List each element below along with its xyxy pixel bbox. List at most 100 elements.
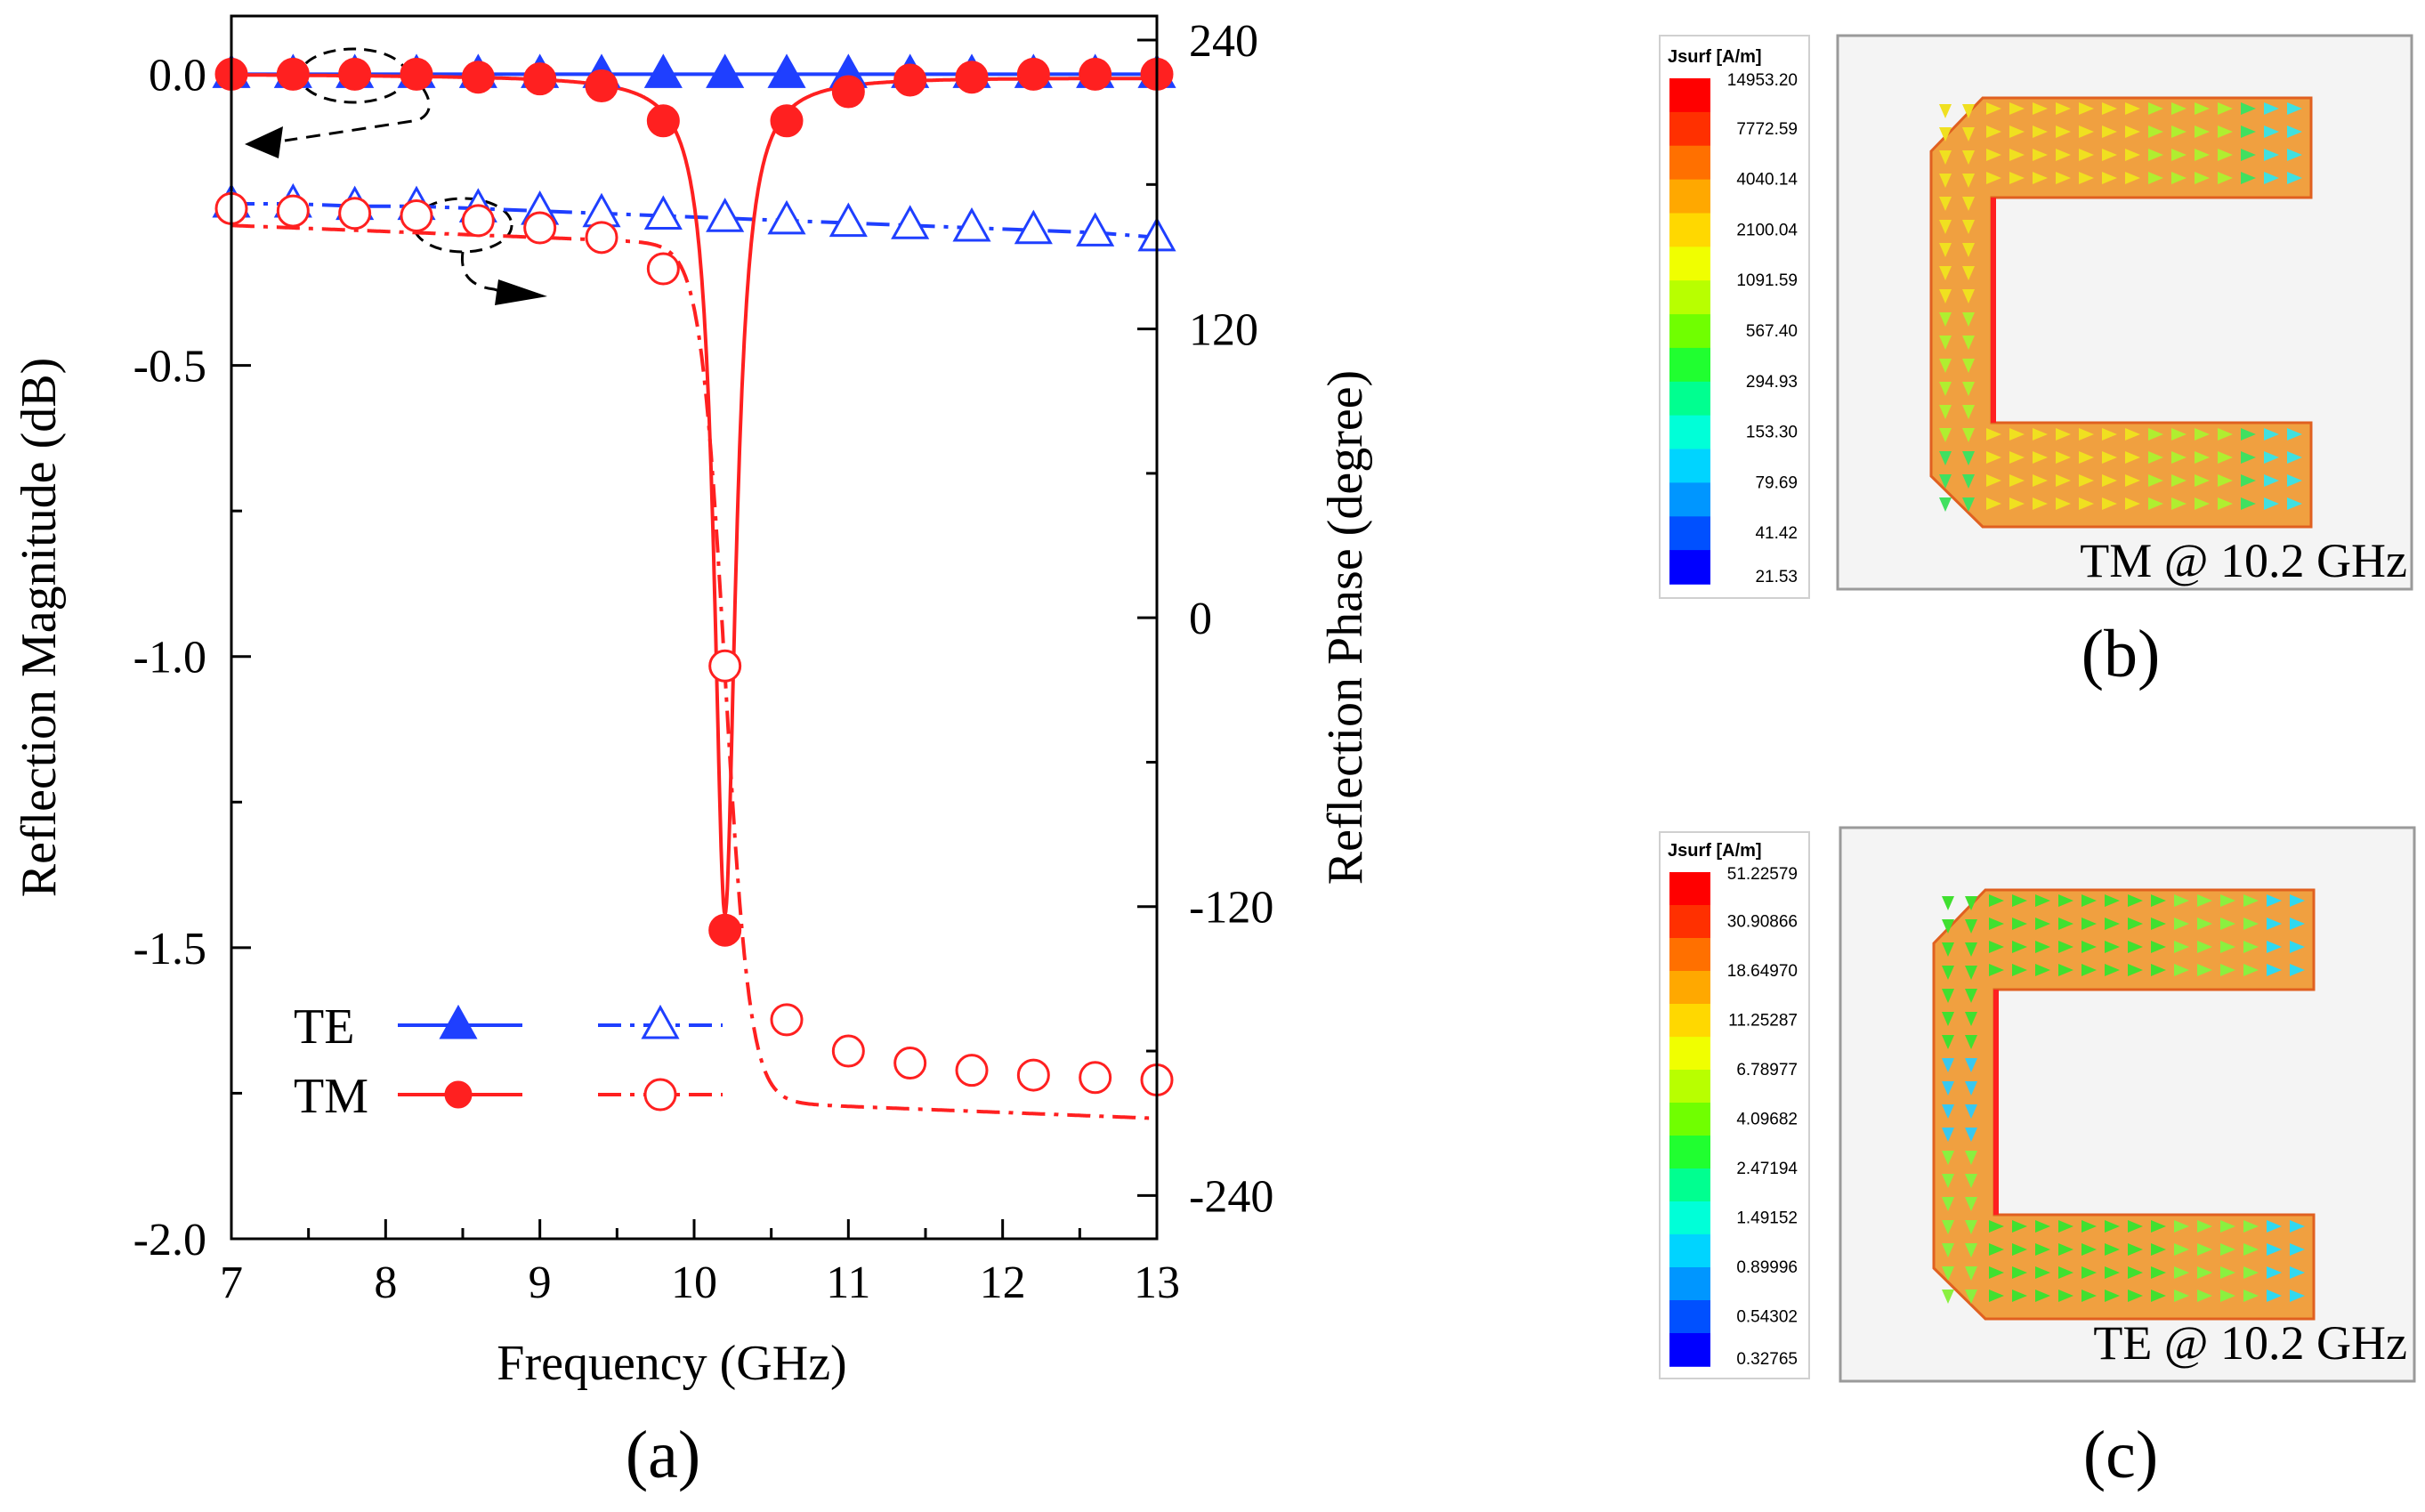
tm-magnitude-point [770,104,804,138]
colorbar-swatch [1669,1136,1710,1169]
current-arrow [2171,428,2187,441]
current-arrow [2148,102,2163,115]
current-arrow [2148,172,2163,184]
current-arrow [2079,474,2094,487]
current-arrow [2174,941,2189,953]
current-arrow [2128,941,2143,953]
panel-label-b: (b) [2081,617,2161,691]
current-arrow [1942,989,1954,1003]
current-arrow [2287,451,2302,464]
current-arrow [1965,1220,1977,1234]
current-arrow [2264,497,2279,510]
current-arrow [1939,428,1952,442]
te-phase-point [891,205,930,239]
current-arrow [2171,451,2187,464]
current-arrow [2058,894,2073,907]
x-tick-labels: 7 8 9 10 11 12 13 [220,1257,1180,1308]
tm-magnitude-point [646,104,680,138]
colorbar-swatch [1669,449,1710,484]
current-arrow [2151,918,2166,930]
current-arrow [2035,1243,2050,1256]
current-arrow [2287,497,2302,510]
current-arrow [2243,1243,2259,1256]
tm-magnitude-line [231,73,1157,916]
colorbar-label: 7772.59 [1736,120,1798,139]
current-arrow [1942,1243,1954,1257]
current-arrow [2058,918,2073,930]
current-arrow [2081,1243,2097,1256]
current-arrow [2218,451,2233,464]
current-arrow [2012,1243,2027,1256]
y-tick-label: -1.5 [133,924,206,974]
colorbar-label: 1091.59 [1736,271,1798,290]
current-arrow [2102,149,2117,161]
current-arrow [1962,497,1975,512]
colorbar-swatch [1669,482,1710,518]
current-arrow [2125,497,2140,510]
current-arrow [2287,474,2302,487]
current-arrow [2012,1290,2027,1302]
current-arrow [1986,102,2001,115]
current-arrow [2056,474,2071,487]
current-arrow [1962,451,1975,465]
colorbar-label: 6.78977 [1736,1061,1798,1079]
current-arrow [2264,428,2279,441]
current-arrow [2290,941,2305,953]
colorbar-swatch [1669,938,1710,972]
field-plot-te: Jsurf [A/m] 51.22579 30.90866 18.64970 11.2… [1659,826,2416,1492]
current-arrow [2197,1243,2212,1256]
colorbar-label: 0.32765 [1736,1350,1798,1369]
y2-tick-label: 120 [1189,305,1258,356]
tm-magnitude-point [831,75,865,109]
tm-phase-point [770,1003,804,1037]
tm-phase-point [276,194,310,228]
colorbar-label: 1.49152 [1736,1209,1798,1228]
current-arrow [1986,125,2001,138]
current-arrow [2174,1266,2189,1279]
current-arrow [2012,894,2027,907]
current-arrow [2125,125,2140,138]
current-arrow [2058,1290,2073,1302]
current-arrow [1962,243,1975,257]
current-arrow [2241,102,2256,115]
current-arrow [2009,497,2025,510]
current-arrow [1962,428,1975,442]
current-arrow [1962,127,1975,141]
current-arrow [1962,336,1975,350]
colorbar-swatch [1669,1037,1710,1071]
current-arrow [2264,172,2279,184]
current-arrow [2151,1220,2166,1233]
current-arrow [1939,266,1952,280]
current-arrow [2267,894,2282,907]
current-arrow [2220,1290,2235,1302]
current-arrow [1965,1174,1977,1188]
colorbar-label: 294.93 [1746,373,1798,392]
current-arrow [2102,497,2117,510]
current-arrow [1989,1290,2004,1302]
current-arrow [1939,174,1952,188]
current-arrow [2056,497,2071,510]
current-arrow [2195,125,2210,138]
tm-magnitude-point [523,62,557,96]
colorbar-swatch [1669,1333,1710,1367]
current-arrow [2195,474,2210,487]
current-arrow [2151,1290,2166,1302]
current-arrow [1965,1290,1977,1304]
current-arrow [2171,474,2187,487]
current-arrow [1986,451,2001,464]
current-arrow [2102,102,2117,115]
c-shaped-resonator-te [1932,888,2316,1321]
colorbar-title-tm: Jsurf [A/m] [1668,47,1762,67]
current-arrow [2218,172,2233,184]
current-arrow [2012,941,2027,953]
current-arrow [2195,451,2210,464]
te-phase-point [1076,212,1115,247]
current-arrow [2148,149,2163,161]
y2-tick-labels: 240 120 0 -120 -240 [1189,16,1273,1222]
current-arrow [1989,1243,2004,1256]
current-arrow [1939,197,1952,211]
phase-arrow-line [460,251,504,294]
tm-magnitude-point [1016,57,1050,91]
legend-te-magnitude-marker [439,1004,478,1039]
current-arrow [2290,894,2305,907]
